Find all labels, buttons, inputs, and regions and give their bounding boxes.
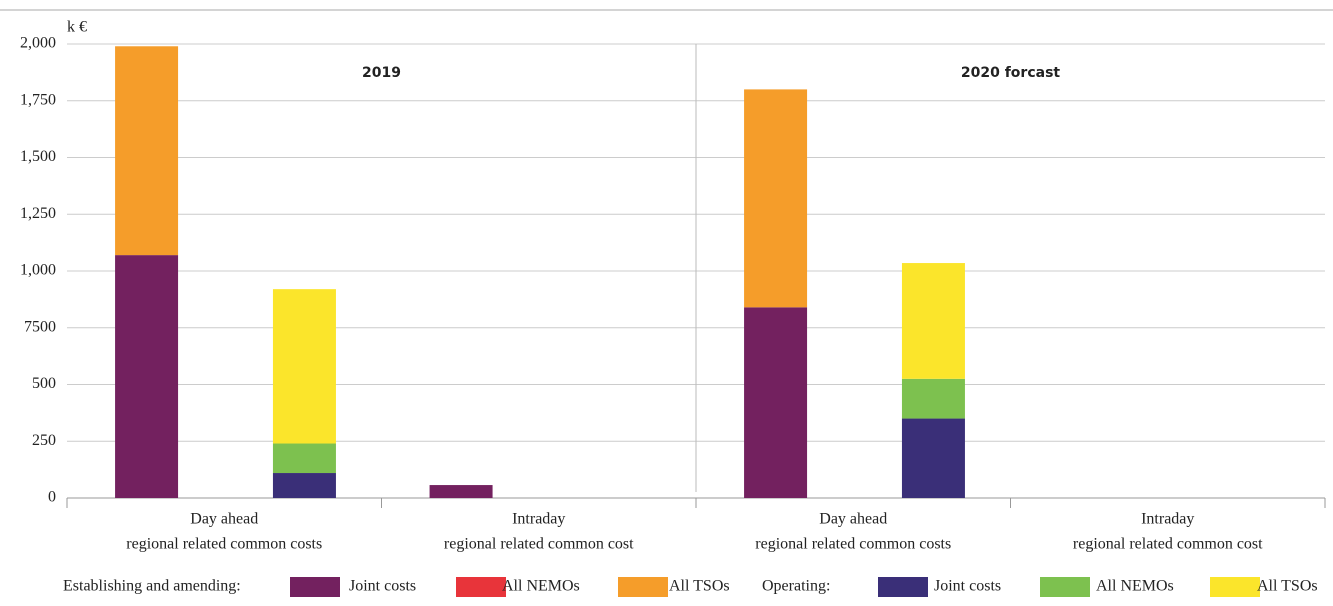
y-tick-label: 1,500 — [20, 148, 56, 165]
bar-segment — [115, 255, 179, 498]
bar-segment — [901, 418, 965, 498]
y-tick-label: 1,250 — [20, 205, 56, 222]
y-tick-label: 7500 — [24, 318, 56, 335]
period-label: 2019 — [362, 65, 401, 81]
legend-label: Joint costs — [934, 578, 1001, 595]
period-label: 2020 forcast — [961, 65, 1061, 81]
legend-swatch — [618, 577, 668, 597]
legend-label: All TSOs — [669, 578, 730, 595]
legend-label: Joint costs — [349, 578, 416, 595]
legend-swatch — [1210, 577, 1260, 597]
x-tick-label: regional related common cost — [444, 536, 634, 553]
legend-label: All NEMOs — [1096, 578, 1174, 595]
x-tick-label: regional related common cost — [1073, 536, 1263, 553]
unit-label: k € — [67, 19, 87, 36]
bar-segment — [744, 307, 808, 498]
bar-segment — [115, 46, 179, 256]
bar-segment — [272, 473, 336, 498]
x-tick-label: Day ahead — [190, 511, 258, 528]
y-tick-label: 1,000 — [20, 262, 56, 279]
y-tick-label: 500 — [32, 375, 56, 392]
bar-segment — [272, 443, 336, 474]
legend-swatch — [290, 577, 340, 597]
legend-swatch — [878, 577, 928, 597]
legend-group-label: Establishing and amending: — [63, 578, 241, 595]
bar-segment — [272, 289, 336, 444]
bar-segment — [901, 263, 965, 379]
y-tick-label: 0 — [48, 489, 56, 506]
y-tick-label: 250 — [32, 432, 56, 449]
y-tick-label: 2,000 — [20, 35, 56, 52]
x-tick-label: Intraday — [1141, 511, 1194, 528]
bar-segment — [744, 89, 808, 308]
legend-label: All NEMOs — [502, 578, 580, 595]
x-tick-label: Day ahead — [819, 511, 887, 528]
x-tick-label: Intraday — [512, 511, 565, 528]
legend-group-label: Operating: — [762, 578, 830, 595]
bar-segment — [429, 485, 493, 498]
legend-swatch — [1040, 577, 1090, 597]
legend-label: All TSOs — [1257, 578, 1318, 595]
x-tick-label: regional related common costs — [126, 536, 322, 553]
legend-swatch — [456, 577, 506, 597]
x-tick-label: regional related common costs — [755, 536, 951, 553]
y-tick-label: 1,750 — [20, 91, 56, 108]
bar-segment — [901, 378, 965, 419]
